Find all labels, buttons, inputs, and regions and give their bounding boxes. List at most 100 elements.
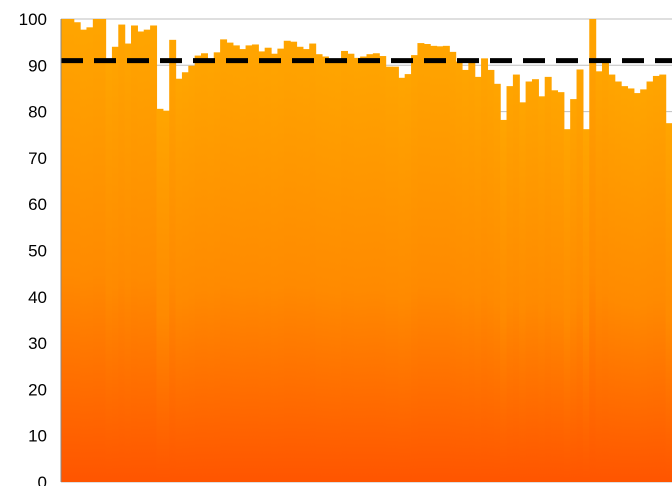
bar [220, 39, 228, 483]
bar [143, 29, 151, 483]
bars [61, 19, 672, 483]
y-tick-label: 20 [28, 380, 47, 399]
bar [417, 43, 425, 482]
bar [506, 86, 514, 482]
bar [595, 71, 603, 482]
bar [315, 54, 323, 482]
bar [455, 61, 463, 482]
bar [512, 74, 520, 482]
y-tick-label: 0 [38, 473, 47, 486]
y-tick-label: 40 [28, 288, 47, 307]
bar [551, 90, 559, 483]
bar [347, 53, 355, 482]
bar [73, 22, 81, 483]
bar [86, 27, 94, 483]
bar [162, 110, 170, 483]
bar [245, 45, 253, 482]
bar [570, 99, 578, 482]
bar [468, 62, 476, 483]
bar [169, 39, 177, 483]
bar [99, 19, 107, 482]
y-tick-label: 30 [28, 334, 47, 353]
bar [271, 53, 278, 482]
bar [481, 58, 489, 482]
bar [614, 81, 622, 482]
bar [150, 25, 158, 482]
bar [131, 25, 138, 482]
bar [251, 44, 259, 482]
bar [576, 69, 584, 482]
bar [525, 81, 533, 482]
bar [659, 74, 667, 482]
bar [589, 19, 597, 482]
bar [283, 40, 291, 482]
bar [188, 65, 196, 482]
bar [474, 76, 482, 483]
bar [105, 59, 113, 483]
bar [544, 76, 552, 483]
bar [207, 58, 215, 482]
bar [538, 96, 546, 482]
bar [500, 119, 508, 483]
bar [118, 24, 126, 483]
y-tick-label: 80 [28, 103, 47, 122]
y-axis: 0 10 20 30 40 50 60 70 80 90 100 [19, 10, 62, 486]
bar [646, 81, 654, 482]
bar [372, 53, 380, 482]
bar [436, 46, 444, 482]
y-tick-label: 60 [28, 195, 47, 214]
y-tick-label: 10 [28, 427, 47, 446]
bar [582, 129, 590, 482]
bar [341, 50, 348, 482]
bar [557, 92, 565, 483]
bar [608, 74, 616, 482]
bar [175, 78, 183, 482]
bar [366, 54, 374, 482]
y-tick-label: 50 [28, 242, 47, 261]
bar [232, 45, 240, 482]
bar [601, 60, 609, 483]
bar [334, 62, 342, 483]
bar [201, 53, 208, 482]
bar [360, 56, 368, 482]
bar [411, 55, 419, 483]
bar [137, 31, 145, 482]
bar [391, 66, 399, 482]
bar [226, 42, 234, 483]
bar [277, 48, 285, 482]
bar [67, 19, 75, 482]
bar [640, 89, 648, 482]
bar [156, 108, 164, 482]
bar [353, 57, 361, 482]
bar [493, 83, 501, 482]
bar [61, 19, 68, 482]
bar [430, 45, 438, 482]
bar [213, 52, 221, 483]
bar [290, 41, 298, 482]
bar [92, 19, 100, 482]
bar [519, 102, 527, 482]
bar [442, 45, 450, 482]
bar [449, 51, 457, 483]
bar [194, 55, 202, 482]
bar [398, 77, 406, 483]
bar [665, 123, 672, 483]
bar [302, 49, 310, 483]
y-tick-label: 90 [28, 56, 47, 75]
y-tick-label: 70 [28, 149, 47, 168]
bar [328, 59, 336, 483]
y-tick-label: 100 [19, 10, 47, 29]
bar [461, 69, 469, 483]
bar [296, 46, 304, 482]
bar [633, 93, 641, 482]
bar [379, 56, 387, 482]
bar [487, 69, 495, 483]
bar [124, 43, 132, 482]
bar [239, 49, 247, 483]
bar [531, 79, 539, 482]
bar [404, 74, 412, 482]
bar [621, 86, 629, 482]
bar [321, 56, 329, 482]
bar [258, 51, 266, 482]
